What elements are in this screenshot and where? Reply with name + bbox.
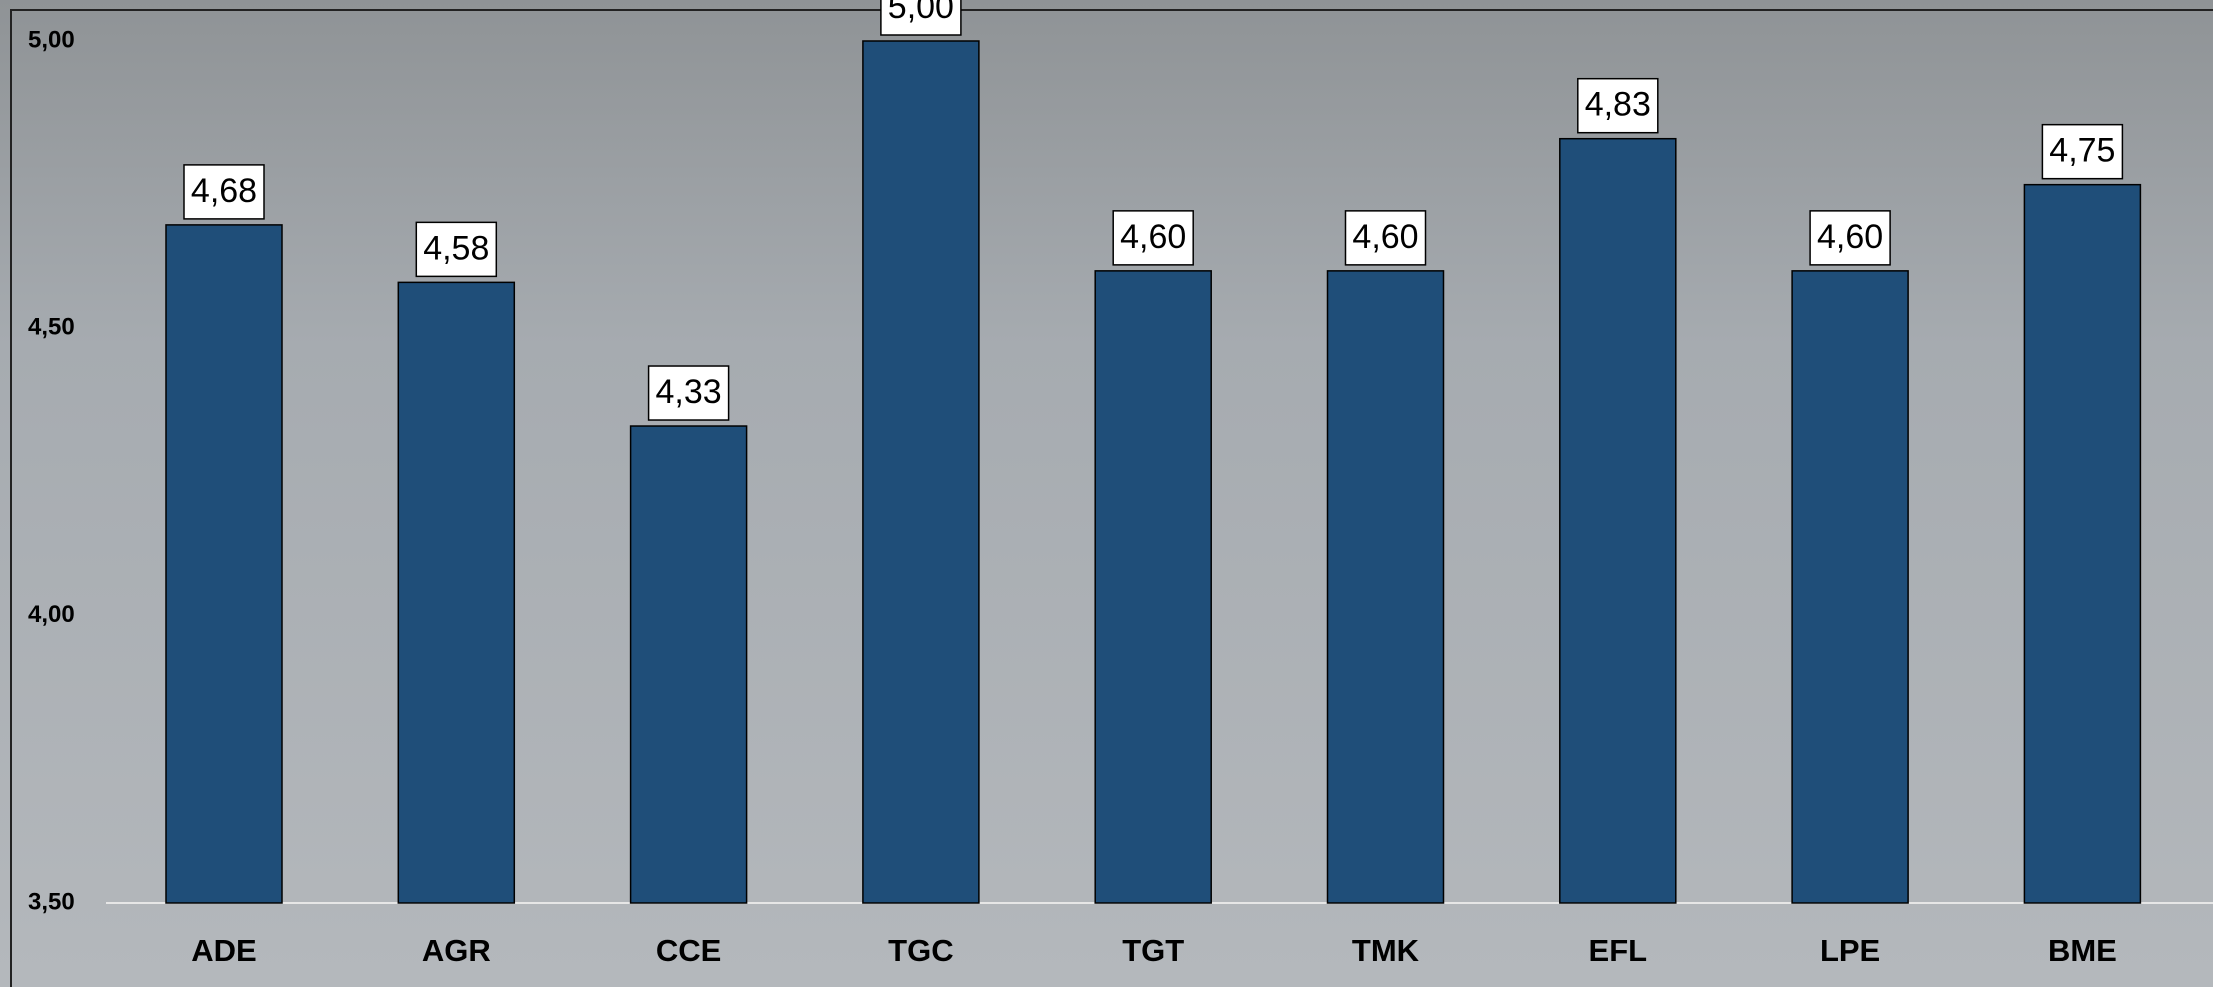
y-tick-label: 4,50 xyxy=(28,314,75,341)
bar xyxy=(2023,183,2142,904)
bar xyxy=(1791,270,1909,904)
x-tick-label: EFL xyxy=(1589,933,1648,968)
value-label: 4,60 xyxy=(1120,218,1186,256)
bar xyxy=(862,40,980,904)
bar xyxy=(1094,270,1212,904)
value-label-box xyxy=(1809,210,1891,266)
value-label: 5,00 xyxy=(888,0,954,26)
x-tick-label: TMK xyxy=(1352,933,1420,968)
x-tick-label: CCE xyxy=(656,933,721,968)
value-label-box xyxy=(647,365,730,421)
bar xyxy=(1326,270,1445,904)
x-tick-label: LPE xyxy=(1820,933,1880,968)
value-label-box xyxy=(1577,77,1659,134)
value-label-box xyxy=(880,0,962,36)
value-label: 4,60 xyxy=(1352,218,1418,256)
x-tick-label: ADE xyxy=(191,933,256,968)
y-tick-label: 3,50 xyxy=(28,888,75,915)
value-label-box xyxy=(183,164,265,220)
value-label: 4,60 xyxy=(1817,218,1883,256)
value-label: 4,83 xyxy=(1585,86,1651,124)
bar xyxy=(165,224,283,904)
value-label-box xyxy=(1344,210,1427,266)
y-tick-label: 5,00 xyxy=(28,26,75,53)
x-tick-label: TGT xyxy=(1122,933,1184,968)
x-tick-label: TGC xyxy=(888,933,953,968)
value-label-box xyxy=(415,221,498,278)
bar xyxy=(1559,137,1677,904)
value-label: 4,58 xyxy=(423,229,489,267)
x-tick-label: BME xyxy=(2048,933,2117,968)
frame xyxy=(10,9,2213,987)
value-label-box xyxy=(2041,123,2124,180)
value-label: 4,68 xyxy=(191,172,257,210)
y-tick-label: 4,00 xyxy=(28,601,75,628)
bar xyxy=(397,281,516,904)
bar xyxy=(629,425,748,904)
x-tick-label: AGR xyxy=(422,933,491,968)
value-label-box xyxy=(1112,210,1194,266)
value-label: 4,33 xyxy=(656,373,722,411)
value-label: 4,75 xyxy=(2049,132,2115,170)
